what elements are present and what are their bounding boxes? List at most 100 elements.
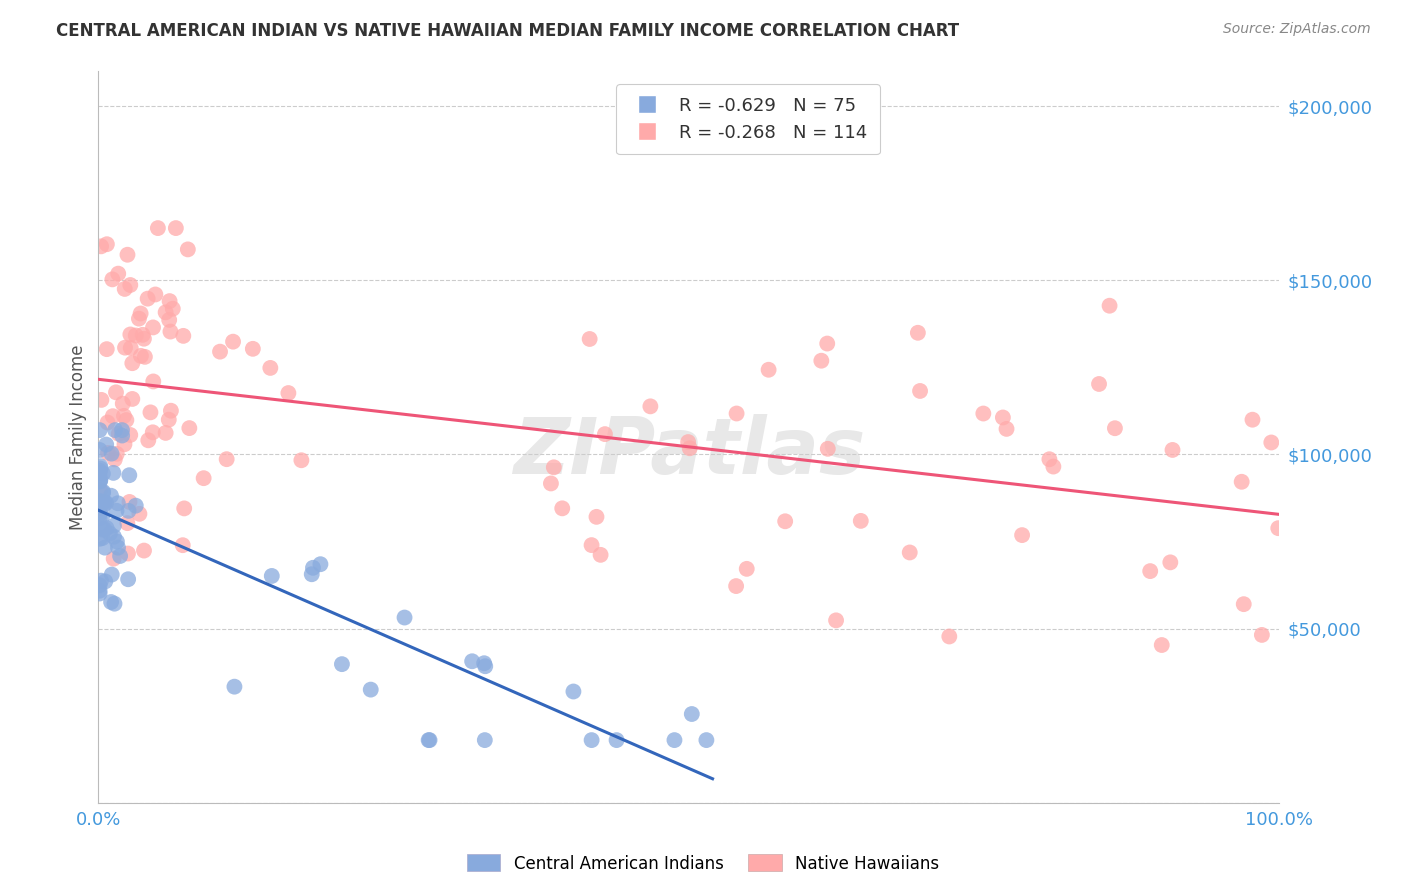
Point [93, 498, 115, 512]
Point [111, 423, 134, 437]
Point [125, 499, 148, 513]
Point [676, 435, 699, 450]
Point [540, 476, 562, 491]
Point [578, 332, 600, 346]
Point [121, 392, 143, 406]
Point [89, 507, 111, 521]
Point [1104, 421, 1126, 435]
Point [474, 659, 496, 673]
Point [117, 547, 139, 561]
Point [172, 329, 194, 343]
Point [104, 452, 127, 467]
Point [1260, 435, 1282, 450]
Point [120, 341, 142, 355]
Point [1250, 628, 1272, 642]
Point [419, 733, 441, 747]
Point [679, 442, 702, 456]
Point [114, 341, 136, 355]
Point [101, 409, 124, 424]
Point [302, 561, 325, 575]
Point [93, 495, 115, 509]
Point [142, 425, 165, 440]
Point [972, 407, 994, 421]
Point [101, 272, 124, 286]
Point [589, 548, 612, 562]
Text: ZIPatlas: ZIPatlas [513, 414, 865, 490]
Point [104, 385, 127, 400]
Point [155, 305, 177, 319]
Point [725, 407, 748, 421]
Point [89, 473, 111, 487]
Point [142, 320, 165, 334]
Point [97, 446, 120, 460]
Point [91, 495, 114, 509]
Point [93, 522, 115, 536]
Point [849, 514, 872, 528]
Point [89, 586, 111, 600]
Point [208, 344, 231, 359]
Point [562, 684, 585, 698]
Point [100, 447, 122, 461]
Point [681, 706, 703, 721]
Point [89, 442, 111, 457]
Point [107, 541, 129, 555]
Point [162, 301, 184, 316]
Point [1267, 521, 1289, 535]
Point [585, 509, 607, 524]
Point [104, 423, 127, 437]
Point [96, 416, 118, 430]
Point [89, 423, 111, 437]
Point [114, 282, 136, 296]
Legend: R = -0.629   N = 75, R = -0.268   N = 114: R = -0.629 N = 75, R = -0.268 N = 114 [616, 84, 880, 154]
Point [91, 523, 114, 537]
Point [91, 531, 114, 545]
Text: Source: ZipAtlas.com: Source: ZipAtlas.com [1223, 22, 1371, 37]
Point [120, 278, 142, 293]
Point [100, 567, 122, 582]
Point [1139, 564, 1161, 578]
Point [146, 221, 169, 235]
Point [118, 495, 141, 509]
Point [129, 306, 152, 320]
Point [100, 489, 122, 503]
Point [165, 221, 187, 235]
Point [159, 325, 181, 339]
Point [107, 267, 129, 281]
Point [142, 375, 165, 389]
Point [105, 504, 128, 518]
Point [815, 336, 838, 351]
Point [773, 514, 796, 528]
Point [89, 511, 111, 525]
Point [117, 248, 139, 262]
Point [91, 467, 114, 481]
Point [472, 657, 495, 671]
Point [91, 486, 114, 500]
Point [89, 578, 111, 592]
Point [112, 409, 135, 423]
Point [260, 569, 283, 583]
Point [94, 541, 117, 555]
Point [129, 349, 152, 363]
Point [125, 328, 148, 343]
Point [89, 466, 111, 480]
Point [89, 532, 111, 546]
Point [1159, 555, 1181, 569]
Point [330, 657, 353, 672]
Point [117, 572, 139, 586]
Point [177, 243, 200, 257]
Point [418, 733, 440, 747]
Point [94, 574, 117, 589]
Point [118, 468, 141, 483]
Point [89, 583, 111, 598]
Point [89, 461, 111, 475]
Point [991, 410, 1014, 425]
Point [120, 428, 142, 442]
Point [128, 507, 150, 521]
Point [89, 497, 111, 511]
Point [96, 237, 118, 252]
Point [89, 464, 111, 478]
Point [172, 538, 194, 552]
Point [551, 501, 574, 516]
Point [103, 597, 125, 611]
Point [89, 494, 111, 508]
